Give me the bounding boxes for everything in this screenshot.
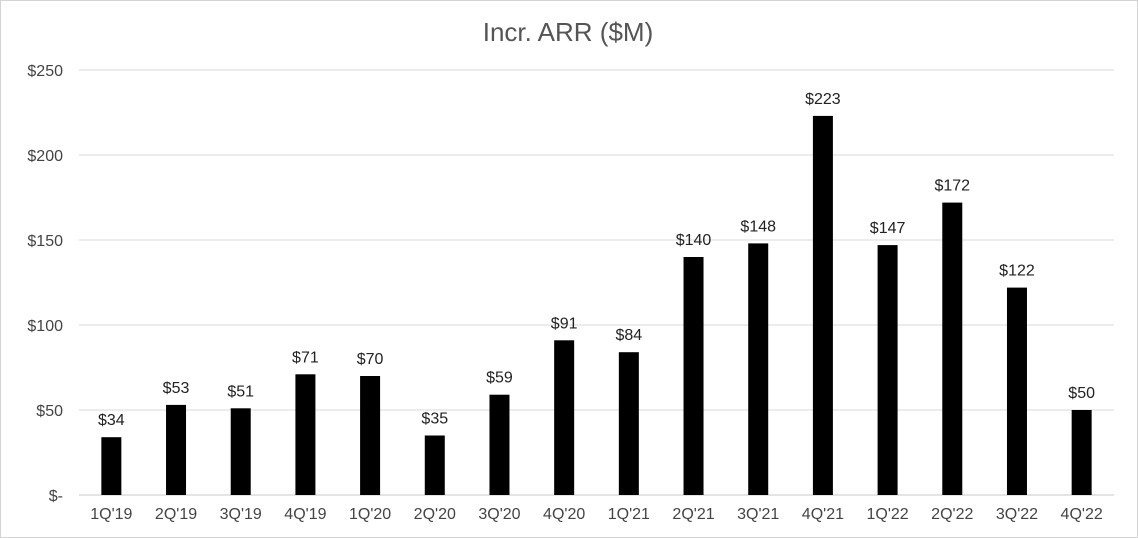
x-tick-label: 3Q'21 [737, 506, 779, 523]
data-label: $34 [98, 412, 125, 429]
bar [424, 435, 445, 495]
bar [812, 115, 833, 496]
bar [489, 394, 510, 495]
y-tick-label: $- [49, 488, 63, 505]
x-axis-ticks: 1Q'19 2Q'19 3Q'19 4Q'19 1Q'20 2Q'20 3Q'20 4Q'20… [90, 506, 1103, 523]
bar [877, 245, 898, 495]
data-label: $50 [1068, 385, 1095, 402]
y-tick-label: $100 [27, 318, 63, 335]
bar [618, 352, 639, 495]
data-label: $147 [870, 220, 906, 237]
bar [230, 408, 251, 495]
data-label: $35 [421, 411, 448, 428]
bar [554, 340, 575, 495]
data-label: $172 [934, 178, 970, 195]
bar [295, 374, 316, 495]
gridlines [79, 69, 1114, 496]
x-tick-label: 4Q'19 [284, 506, 326, 523]
bar [1071, 410, 1092, 495]
bar [360, 376, 381, 495]
data-label: $71 [292, 349, 319, 366]
x-tick-label: 3Q'22 [996, 506, 1038, 523]
data-label: $140 [676, 232, 712, 249]
data-label: $148 [740, 218, 776, 235]
x-tick-label: 2Q'21 [672, 506, 714, 523]
bar [101, 437, 122, 495]
x-tick-label: 2Q'19 [155, 506, 197, 523]
bar [1006, 287, 1027, 495]
data-label: $51 [227, 383, 254, 400]
x-tick-label: 1Q'20 [349, 506, 391, 523]
data-label: $223 [805, 91, 841, 108]
y-tick-label: $200 [27, 148, 63, 165]
chart-title: Incr. ARR ($M) [483, 17, 653, 47]
data-label: $84 [615, 327, 642, 344]
bars [101, 115, 1092, 496]
x-tick-label: 4Q'21 [802, 506, 844, 523]
data-label: $59 [486, 370, 513, 387]
data-label: $53 [163, 380, 190, 397]
y-tick-label: $250 [27, 63, 63, 80]
x-tick-label: 1Q'22 [866, 506, 908, 523]
bar [748, 243, 769, 495]
x-tick-label: 2Q'20 [414, 506, 456, 523]
data-label: $91 [551, 315, 578, 332]
x-tick-label: 3Q'19 [220, 506, 262, 523]
x-tick-label: 1Q'21 [608, 506, 650, 523]
bar [683, 257, 704, 495]
y-tick-label: $150 [27, 233, 63, 250]
bar [942, 202, 963, 495]
x-tick-label: 3Q'20 [478, 506, 520, 523]
data-label: $122 [999, 263, 1035, 280]
bar [166, 404, 187, 495]
y-axis-ticks: $- $50 $100 $150 $200 $250 [27, 63, 63, 505]
x-tick-label: 1Q'19 [90, 506, 132, 523]
x-tick-label: 2Q'22 [931, 506, 973, 523]
x-tick-label: 4Q'22 [1061, 506, 1103, 523]
data-label: $70 [357, 351, 384, 368]
y-tick-label: $50 [36, 403, 63, 420]
data-labels: $34 $53 $51 $71 $70 $35 $59 $91 $84 $140 $148 $223 $… [98, 91, 1095, 429]
x-tick-label: 4Q'20 [543, 506, 585, 523]
